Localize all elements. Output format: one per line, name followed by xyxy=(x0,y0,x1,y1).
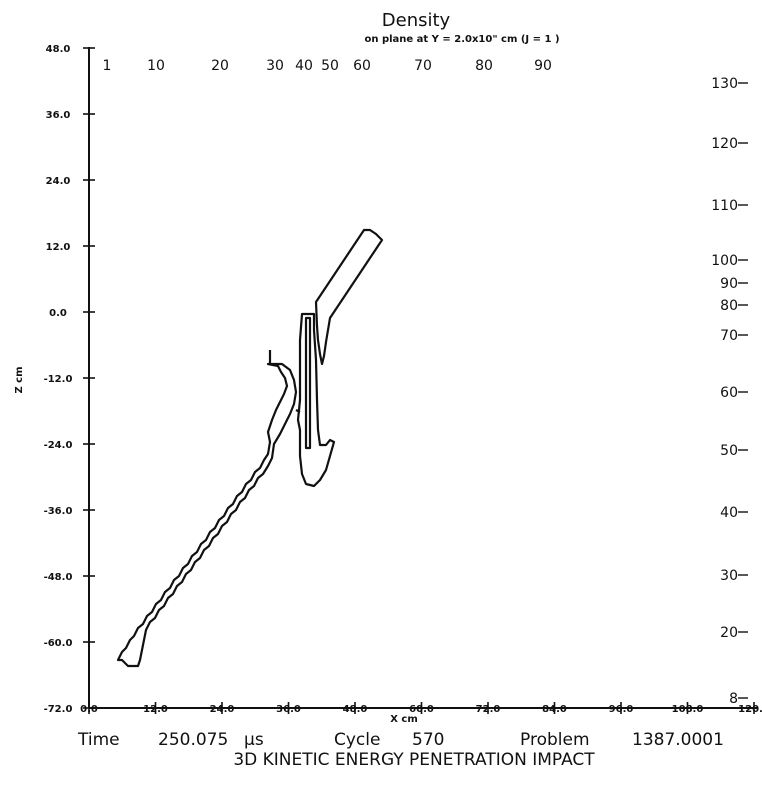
right-scale-label: 70 xyxy=(720,328,738,344)
top-scale-label: 40 xyxy=(295,58,313,74)
problem-value: 1387.0001 xyxy=(632,730,724,750)
top-scale-label: 70 xyxy=(414,58,432,74)
y-tick-label: 48.0 xyxy=(46,44,71,55)
figure-caption: 3D KINETIC ENERGY PENETRATION IMPACT xyxy=(233,750,595,770)
top-scale-label: 50 xyxy=(321,58,339,74)
right-scale-label: 30 xyxy=(720,568,738,584)
top-scale-label: 80 xyxy=(475,58,493,74)
y-tick-label: -24.0 xyxy=(44,440,73,451)
contour-lower-fragment xyxy=(116,362,298,668)
x-axis-ticks: 0.0 12.0 24.0 36.0 48.0 60.0 72.0 84.0 96.0 108.0… xyxy=(80,702,762,715)
plot-title: Density xyxy=(382,10,451,31)
top-zone-scale: 1 10 20 30 40 50 60 70 80 90 xyxy=(103,58,552,74)
top-scale-label: 20 xyxy=(211,58,229,74)
y-tick-label: 12.0 xyxy=(46,242,71,253)
cycle-value: 570 xyxy=(412,730,444,750)
y-tick-label: -48.0 xyxy=(44,572,73,583)
x-tick-label: 96.0 xyxy=(609,704,634,715)
top-scale-label: 30 xyxy=(266,58,284,74)
y-tick-label: -36.0 xyxy=(44,506,73,517)
y-tick-label: -12.0 xyxy=(44,374,73,385)
y-tick-label: -60.0 xyxy=(44,638,73,649)
x-tick-label: 60.0 xyxy=(409,704,434,715)
x-axis-label: X cm xyxy=(390,714,418,725)
right-scale-label: 130 xyxy=(711,76,738,92)
x-tick-label: 24.0 xyxy=(210,704,235,715)
contour-penetrator xyxy=(296,312,336,488)
x-tick-label: 48.0 xyxy=(343,704,368,715)
time-value: 250.075 xyxy=(158,730,228,750)
y-tick-label: 0.0 xyxy=(49,308,67,319)
right-scale-label: 120 xyxy=(711,136,738,152)
x-tick-label: 12.0 xyxy=(143,704,168,715)
plot-subtitle: on plane at Y = 2.0x10" cm (J = 1 ) xyxy=(364,34,559,45)
right-scale-label: 90 xyxy=(720,276,738,292)
right-scale-label: 40 xyxy=(720,505,738,521)
top-scale-label: 1 xyxy=(103,58,112,74)
right-zone-scale: 130 120 110 100 90 80 70 60 50 40 30 20 8 xyxy=(711,76,748,707)
x-tick-label: 108.0 xyxy=(672,704,704,715)
right-scale-label: 50 xyxy=(720,443,738,459)
x-tick-label: 120.0 xyxy=(738,704,762,715)
problem-label: Problem xyxy=(520,730,590,750)
top-scale-label: 90 xyxy=(534,58,552,74)
x-tick-label: 36.0 xyxy=(276,704,301,715)
cycle-label: Cycle xyxy=(334,730,380,750)
contour-rod-tick xyxy=(295,409,301,413)
contour-rod-core xyxy=(304,316,312,450)
right-scale-label: 8 xyxy=(729,691,738,707)
y-tick-label: -72.0 xyxy=(44,704,73,715)
x-tick-label: 72.0 xyxy=(476,704,501,715)
right-scale-label: 20 xyxy=(720,625,738,641)
y-axis-ticks: 48.0 36.0 24.0 12.0 0.0 -12.0 -24.0 -36.0 -48.0 -… xyxy=(44,44,95,715)
y-axis-label: Z cm xyxy=(14,366,25,393)
y-tick-label: 36.0 xyxy=(46,110,71,121)
x-tick-label: 0.0 xyxy=(80,704,98,715)
right-scale-label: 100 xyxy=(711,253,738,269)
right-scale-label: 60 xyxy=(720,385,738,401)
right-scale-label: 110 xyxy=(711,198,738,214)
contour-upper-fragment xyxy=(314,228,384,366)
y-tick-label: 24.0 xyxy=(46,176,71,187)
right-scale-label: 80 xyxy=(720,298,738,314)
top-scale-label: 10 xyxy=(147,58,165,74)
density-contours xyxy=(116,228,384,668)
x-tick-label: 84.0 xyxy=(542,704,567,715)
time-label: Time xyxy=(77,730,120,750)
top-scale-label: 60 xyxy=(353,58,371,74)
time-unit: µs xyxy=(244,730,264,750)
